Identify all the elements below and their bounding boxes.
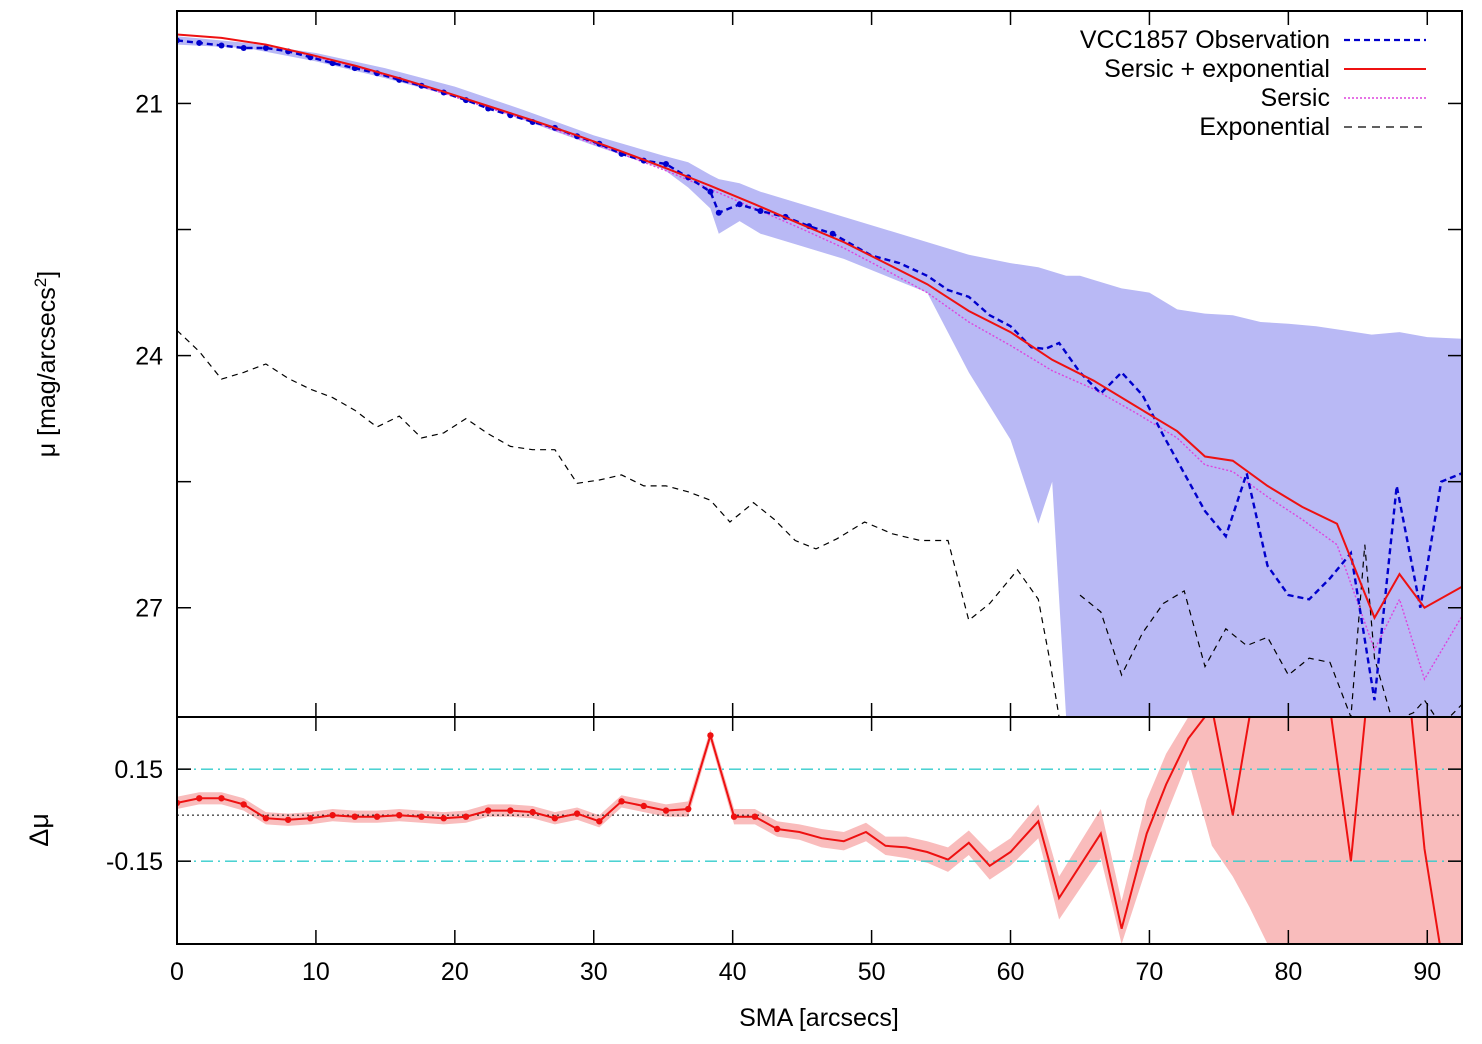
residual-y-tick-label: 0.15: [114, 756, 163, 784]
series-line-1: [177, 33, 1462, 621]
residual-band-layer: [177, 717, 1462, 944]
observation-point: [757, 208, 764, 215]
x-tick-label: 60: [997, 958, 1025, 986]
observation-point: [829, 230, 836, 237]
residual-point: [462, 813, 470, 820]
x-tick-label: 20: [441, 958, 469, 986]
residual-point: [596, 818, 603, 825]
residual-point: [662, 807, 670, 814]
residual-point: [507, 807, 514, 814]
x-tick-label: 80: [1274, 958, 1302, 986]
legend-label-sersic-exp: Sersic + exponential: [1104, 55, 1330, 83]
residual-point: [773, 825, 781, 833]
observation-point: [707, 188, 714, 195]
residual-point: [440, 815, 447, 822]
series-line-0: [177, 39, 1462, 701]
x-tick-label: 0: [170, 958, 184, 986]
residual-point: [418, 813, 425, 820]
residual-point: [640, 802, 647, 810]
residual-series-layer: [177, 717, 1462, 944]
residual-point: [218, 795, 225, 802]
residual-point: [373, 813, 381, 820]
observation-point: [662, 160, 669, 167]
residual-point: [618, 798, 625, 805]
residual-y-tick-label: -0.15: [106, 848, 163, 876]
main-plot-panel: 21 24 27 VCC1857 Observation Sersic + expo…: [31, 10, 1463, 718]
error-band-layer: [177, 36, 1462, 717]
series-line-3: [177, 329, 1060, 717]
legend-label-observation: VCC1857 Observation: [1080, 26, 1330, 54]
residual-point: [284, 816, 292, 823]
x-tick-label: 90: [1413, 958, 1441, 986]
residual-point: [307, 815, 314, 822]
error-band: [177, 36, 1462, 717]
residual-point: [573, 810, 581, 817]
residual-point: [707, 732, 714, 739]
residual-tick-layer: 0.15 -0.15 0 10 20 30 40 50 60 70 80 90: [106, 717, 1462, 986]
residual-point: [751, 813, 759, 820]
residual-point: [351, 813, 359, 820]
main-y-tick-label: 27: [135, 595, 163, 623]
observation-point: [262, 44, 269, 51]
main-y-tick-label: 24: [135, 343, 163, 371]
x-tick-label: 10: [302, 958, 330, 986]
x-tick-label: 30: [580, 958, 608, 986]
residual-point: [329, 811, 336, 819]
residual-point: [484, 807, 492, 814]
residual-band: [177, 717, 1462, 944]
legend: VCC1857 Observation Sersic + exponential…: [1080, 26, 1426, 141]
residual-point: [262, 815, 270, 822]
residual-point: [685, 805, 692, 813]
residual-plot-panel: 0.15 -0.15 0 10 20 30 40 50 60 70 80 90 Δμ SMA [arc…: [24, 716, 1463, 1032]
residual-point: [396, 811, 403, 819]
x-tick-label: 50: [858, 958, 886, 986]
x-axis-label: SMA [arcsecs]: [739, 1004, 899, 1032]
observation-point: [715, 209, 722, 216]
residual-point: [196, 795, 203, 802]
residual-point: [551, 815, 559, 822]
legend-label-exponential: Exponential: [1199, 113, 1330, 141]
residual-plot-frame: [176, 716, 1463, 945]
main-y-axis-label: μ [mag/arcsecs2]: [31, 271, 61, 457]
residual-point: [240, 801, 247, 808]
observation-point: [329, 60, 336, 67]
x-tick-label: 70: [1136, 958, 1164, 986]
legend-label-sersic: Sersic: [1261, 84, 1330, 112]
x-tick-label: 40: [719, 958, 747, 986]
observation-point: [240, 44, 247, 51]
residual-point: [529, 808, 536, 816]
main-y-tick-label: 21: [135, 90, 163, 118]
residual-point: [730, 813, 738, 820]
observation-point: [736, 201, 743, 208]
series-line-2: [177, 33, 1462, 681]
observation-point: [218, 42, 225, 49]
observation-point: [196, 39, 203, 46]
main-series-layer: [177, 33, 1462, 717]
residual-y-axis-label: Δμ: [24, 813, 54, 847]
